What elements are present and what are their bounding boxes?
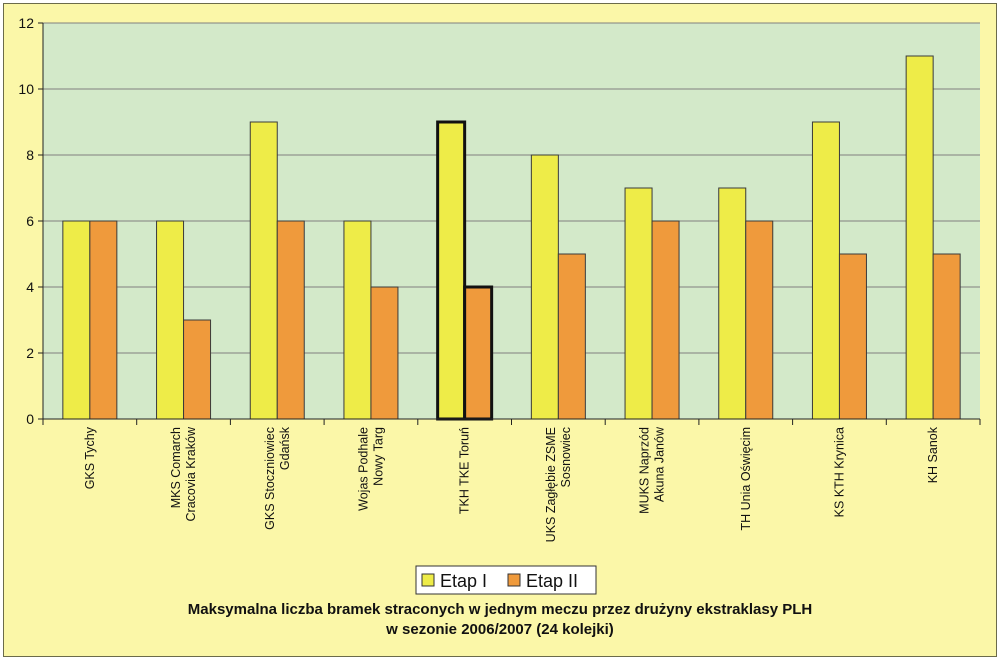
x-tick-label-line: KS KTH Krynica (832, 427, 846, 517)
bar-etap-1 (62, 220, 91, 420)
y-tick-label: 0 (26, 411, 34, 427)
bar-etap-2 (276, 220, 305, 420)
y-tick-label: 10 (18, 81, 34, 97)
x-tick-label-line: Wojas Podhale (356, 427, 370, 511)
x-tick-label-line: MUKS Naprzód (638, 427, 652, 514)
chart-title-line-1: Maksymalna liczba bramek straconych w je… (187, 601, 813, 618)
y-tick-label: 6 (26, 213, 34, 229)
bar-etap-2 (89, 220, 118, 420)
x-tick-label-line: MKS Comarch (169, 427, 183, 508)
chart-title-line-2: w sezonie 2006/2007 (24 kolejki) (386, 621, 614, 638)
legend-label-etap-2: Etap II (526, 571, 578, 591)
bar-etap-1 (624, 187, 653, 420)
x-tick-label-line: TH Unia Oświęcim (739, 427, 753, 531)
x-tick-label-line: Gdańsk (278, 426, 292, 470)
legend-swatch-etap-2 (507, 573, 521, 587)
x-tick-label-line: UKS Zagłębie ZSME (544, 427, 558, 542)
legend: Etap I Etap II (415, 565, 597, 595)
x-tick-label: MKS Comarch Cracovia Kraków (169, 426, 198, 521)
y-tick-label: 12 (18, 15, 34, 31)
x-tick-label: Wojas Podhale Nowy Targ (356, 427, 385, 511)
legend-swatch-etap-1 (421, 573, 435, 587)
chart-title: Maksymalna liczba bramek straconych w je… (0, 600, 1000, 640)
x-tick-label-line: Nowy Targ (371, 427, 385, 486)
bar-etap-1 (530, 154, 559, 420)
y-tick-label: 4 (26, 279, 34, 295)
x-tick-label: MUKS Naprzód Akuna Janów (638, 426, 667, 514)
bar-etap-2 (838, 253, 867, 420)
y-tick-label: 8 (26, 147, 34, 163)
x-tick-label: TH Unia Oświęcim (739, 427, 753, 531)
x-tick-label: GKS Tychy (83, 426, 97, 489)
bar-etap-2 (183, 319, 212, 420)
bar-etap-1 (156, 220, 185, 420)
x-tick-label: TKH TKE Toruń (458, 427, 472, 514)
x-tick-label-line: GKS Tychy (83, 426, 97, 489)
bar-etap-1 (811, 121, 840, 420)
x-tick-label-line: KH Sanok (926, 426, 940, 483)
bar-etap-1 (436, 120, 467, 421)
bar-etap-2 (745, 220, 774, 420)
x-tick-label-line: TKH TKE Toruń (458, 427, 472, 514)
bar-etap-2 (932, 253, 961, 420)
bar-etap-1 (249, 121, 278, 420)
x-tick-label-line: Cracovia Kraków (184, 426, 198, 521)
bar-etap-2 (370, 286, 399, 420)
x-tick-label-line: Sosnowiec (559, 427, 573, 487)
x-tick-label: UKS Zagłębie ZSME Sosnowiec (544, 427, 573, 542)
x-tick-label-line: Akuna Janów (653, 426, 667, 502)
x-tick-label: GKS Stoczniowiec Gdańsk (263, 426, 292, 530)
bar-etap-1 (343, 220, 372, 420)
bar-etap-1 (718, 187, 747, 420)
x-tick-label: KH Sanok (926, 426, 940, 483)
bar-etap-1 (905, 55, 934, 420)
x-tick-label-line: GKS Stoczniowiec (263, 427, 277, 530)
bar-etap-2 (463, 285, 494, 421)
bar-etap-2 (651, 220, 680, 420)
x-tick-label: KS KTH Krynica (832, 427, 846, 517)
legend-box (415, 565, 597, 595)
y-tick-label: 2 (26, 345, 34, 361)
legend-label-etap-1: Etap I (440, 571, 487, 591)
bar-etap-2 (557, 253, 586, 420)
